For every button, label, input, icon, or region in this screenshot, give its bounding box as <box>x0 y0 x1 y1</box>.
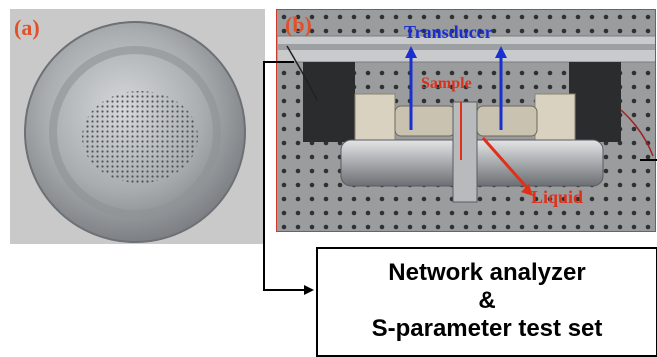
photo-perforated-plate: (a) <box>10 9 265 244</box>
photo-experimental-setup: (b) Transducer Sample Liquid <box>276 9 656 232</box>
panel-b-label: (b) <box>285 12 312 37</box>
transducer-label: Transducer <box>404 22 493 42</box>
analyzer-line-1: Network analyzer <box>388 259 586 286</box>
perforation-grid <box>82 91 198 183</box>
network-analyzer-box: Network analyzer & S-parameter test set <box>316 247 657 357</box>
left-cable-arrow <box>304 285 314 295</box>
left-cable-line <box>263 61 308 291</box>
liquid-label: Liquid <box>531 187 584 207</box>
plate-illustration <box>24 21 246 243</box>
analyzer-line-3: S-parameter test set <box>371 315 603 342</box>
panel-a-label: (a) <box>14 15 40 40</box>
setup-illustration <box>277 10 655 231</box>
analyzer-line-2: & <box>478 287 496 314</box>
sample-holder <box>452 101 478 203</box>
sample-label: Sample <box>421 75 472 92</box>
